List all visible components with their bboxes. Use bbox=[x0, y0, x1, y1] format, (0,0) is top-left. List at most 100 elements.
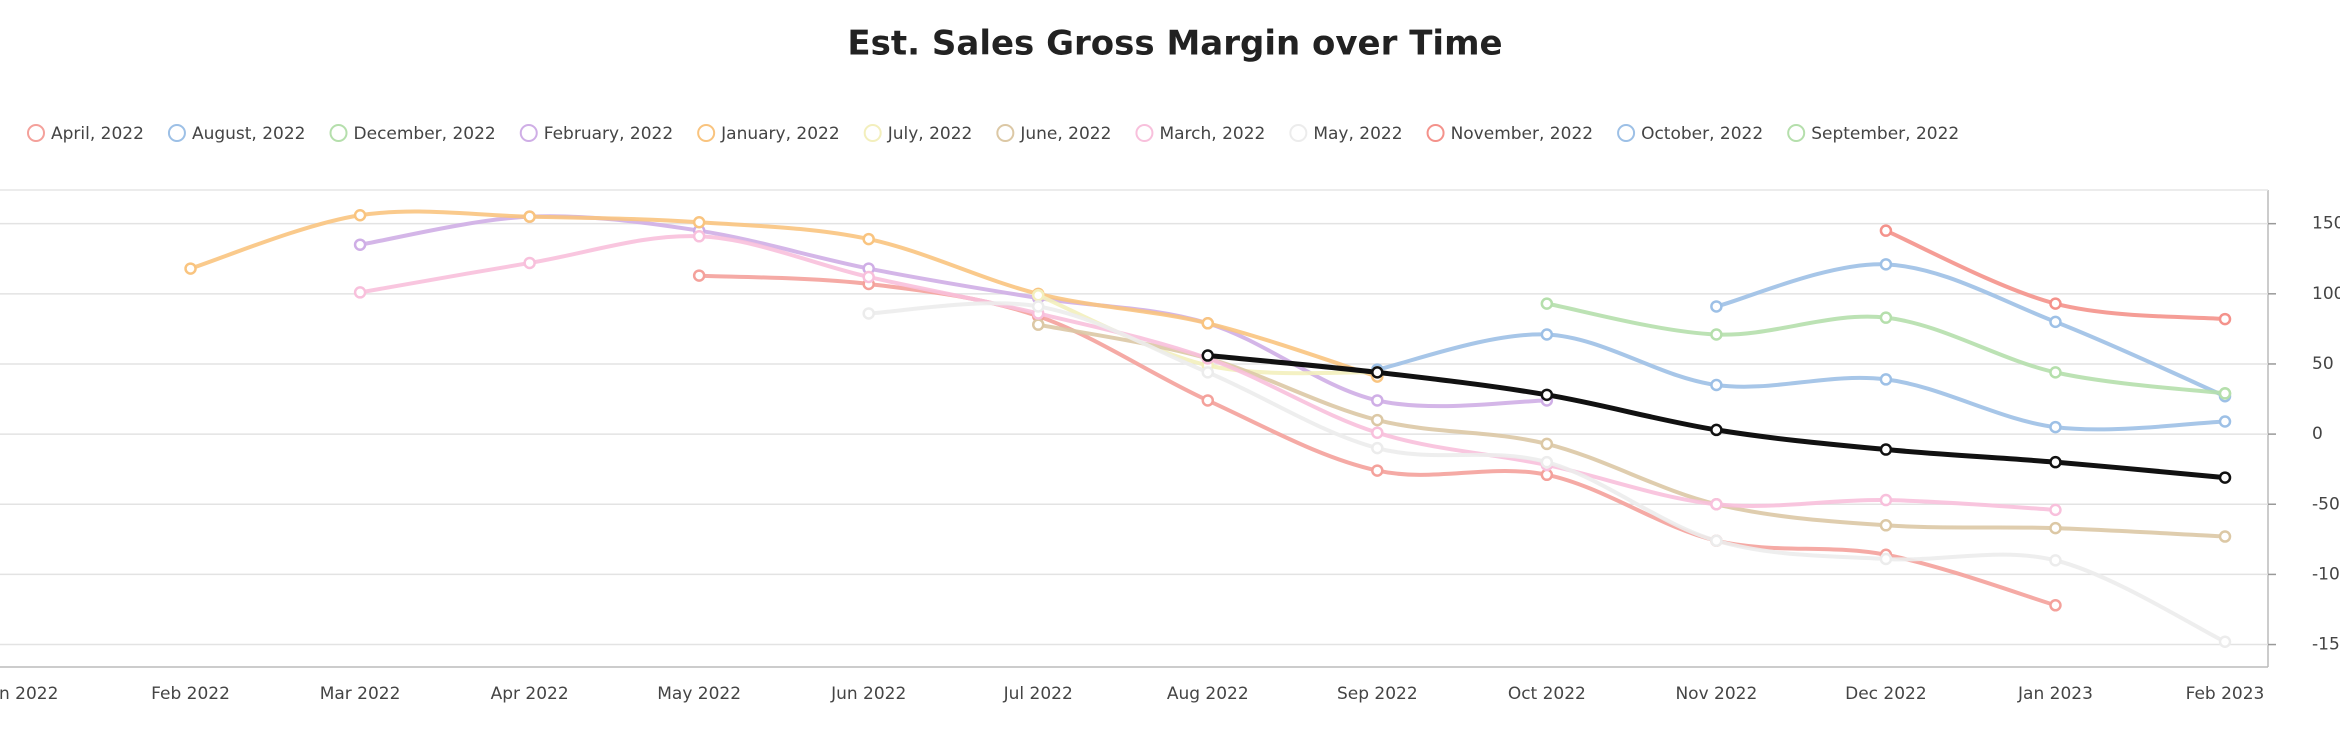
data-point bbox=[1371, 441, 1384, 455]
legend-marker bbox=[27, 124, 45, 142]
series-line bbox=[358, 214, 1549, 409]
data-point bbox=[692, 216, 706, 229]
data-point bbox=[1879, 311, 1893, 324]
legend-item: August, 2022 bbox=[167, 124, 306, 144]
data-point bbox=[2049, 455, 2062, 469]
legend-marker bbox=[1426, 124, 1445, 142]
legend-item: March, 2022 bbox=[1135, 124, 1265, 144]
x-tick-label: Sep 2022 bbox=[1337, 684, 1418, 704]
data-point bbox=[1710, 498, 1723, 511]
data-point bbox=[523, 256, 536, 270]
data-point bbox=[353, 238, 367, 251]
data-point bbox=[1371, 366, 1384, 379]
y-tick-label: 0 bbox=[2312, 424, 2323, 444]
y-tick-label: -150 bbox=[2312, 635, 2340, 655]
legend-item: February, 2022 bbox=[519, 124, 673, 144]
legend-item: April, 2022 bbox=[27, 124, 144, 144]
legend-item: May, 2022 bbox=[1289, 124, 1403, 144]
data-point bbox=[2218, 415, 2232, 428]
data-point bbox=[2049, 554, 2062, 567]
data-point bbox=[353, 286, 367, 299]
data-point bbox=[2049, 521, 2062, 535]
series-line bbox=[1375, 332, 2227, 432]
data-point bbox=[1371, 413, 1384, 427]
x-tick-label: Jul 2022 bbox=[1003, 684, 1073, 704]
data-point bbox=[1879, 519, 1893, 532]
series-line bbox=[188, 209, 1380, 379]
y-tick-label: 150 bbox=[2312, 214, 2340, 234]
data-point bbox=[1201, 366, 1215, 379]
legend-label: October, 2022 bbox=[1641, 124, 1763, 144]
data-point bbox=[2049, 297, 2062, 310]
data-point bbox=[2049, 503, 2062, 517]
legend-marker bbox=[697, 124, 716, 142]
data-point bbox=[1201, 394, 1215, 407]
legend-label: August, 2022 bbox=[192, 124, 306, 144]
x-tick-label: Jan 2023 bbox=[2017, 684, 2093, 704]
data-point bbox=[1031, 300, 1045, 313]
legend-item: June, 2022 bbox=[996, 124, 1111, 144]
data-point bbox=[1710, 328, 1723, 341]
legend-item: July, 2022 bbox=[863, 124, 973, 144]
x-tick-label: Feb 2022 bbox=[151, 684, 230, 704]
x-tick-label: Nov 2022 bbox=[1675, 684, 1757, 704]
data-point bbox=[1201, 317, 1215, 330]
data-point bbox=[1201, 349, 1215, 362]
x-tick-label: Feb 2023 bbox=[2186, 684, 2265, 704]
data-point bbox=[1710, 423, 1723, 437]
x-tick-label: Aug 2022 bbox=[1167, 684, 1249, 704]
data-point bbox=[353, 209, 367, 222]
data-point bbox=[2049, 315, 2062, 329]
data-point bbox=[862, 232, 875, 246]
data-point bbox=[1879, 493, 1893, 507]
x-tick-label: Dec 2022 bbox=[1845, 684, 1927, 704]
y-tick-label: 50 bbox=[2312, 354, 2334, 374]
data-point bbox=[2218, 471, 2232, 484]
legend-label: January, 2022 bbox=[720, 124, 840, 144]
series-line bbox=[1714, 262, 2227, 399]
data-point bbox=[2049, 599, 2062, 612]
data-point bbox=[1371, 394, 1384, 407]
data-point bbox=[1540, 297, 1554, 310]
legend-marker bbox=[863, 124, 882, 142]
data-point bbox=[692, 230, 706, 243]
data-point bbox=[1540, 328, 1554, 341]
data-point bbox=[1371, 464, 1384, 477]
x-tick-label: Oct 2022 bbox=[1508, 684, 1586, 704]
legend-label: May, 2022 bbox=[1313, 124, 1402, 144]
data-point bbox=[1879, 373, 1893, 386]
x-tick-label: Jun 2022 bbox=[830, 684, 906, 704]
legend-label: July, 2022 bbox=[887, 124, 973, 144]
legend-item: September, 2022 bbox=[1787, 124, 1959, 144]
legend-label: December, 2022 bbox=[354, 124, 496, 144]
legend-item: November, 2022 bbox=[1426, 124, 1594, 144]
legend-label: September, 2022 bbox=[1811, 124, 1959, 144]
legend-label: February, 2022 bbox=[544, 124, 673, 144]
legend-marker bbox=[996, 124, 1015, 142]
data-point bbox=[2218, 530, 2232, 543]
data-point bbox=[2218, 312, 2232, 326]
data-point bbox=[1540, 388, 1554, 402]
data-point bbox=[1879, 224, 1893, 237]
legend-item: October, 2022 bbox=[1617, 124, 1763, 144]
legend-label: November, 2022 bbox=[1451, 124, 1594, 144]
data-point bbox=[2218, 635, 2232, 648]
data-point bbox=[1879, 258, 1893, 271]
data-point bbox=[1879, 552, 1893, 566]
legend-marker bbox=[1289, 124, 1308, 142]
y-tick-label: 100 bbox=[2312, 284, 2340, 304]
chart-title: Est. Sales Gross Margin over Time bbox=[847, 24, 1502, 64]
legend-label: April, 2022 bbox=[51, 124, 144, 144]
data-point bbox=[1540, 455, 1554, 469]
legend-marker bbox=[1135, 124, 1154, 142]
data-point bbox=[1710, 300, 1723, 313]
data-point bbox=[862, 270, 875, 284]
data-point bbox=[523, 210, 536, 223]
legend-marker bbox=[1617, 124, 1636, 142]
x-tick-label: Apr 2022 bbox=[491, 684, 569, 704]
legend-marker bbox=[519, 124, 538, 142]
y-tick-label: -50 bbox=[2312, 494, 2340, 514]
legend-item: January, 2022 bbox=[697, 124, 840, 144]
legend-item: December, 2022 bbox=[329, 124, 496, 144]
data-point bbox=[1031, 288, 1045, 302]
